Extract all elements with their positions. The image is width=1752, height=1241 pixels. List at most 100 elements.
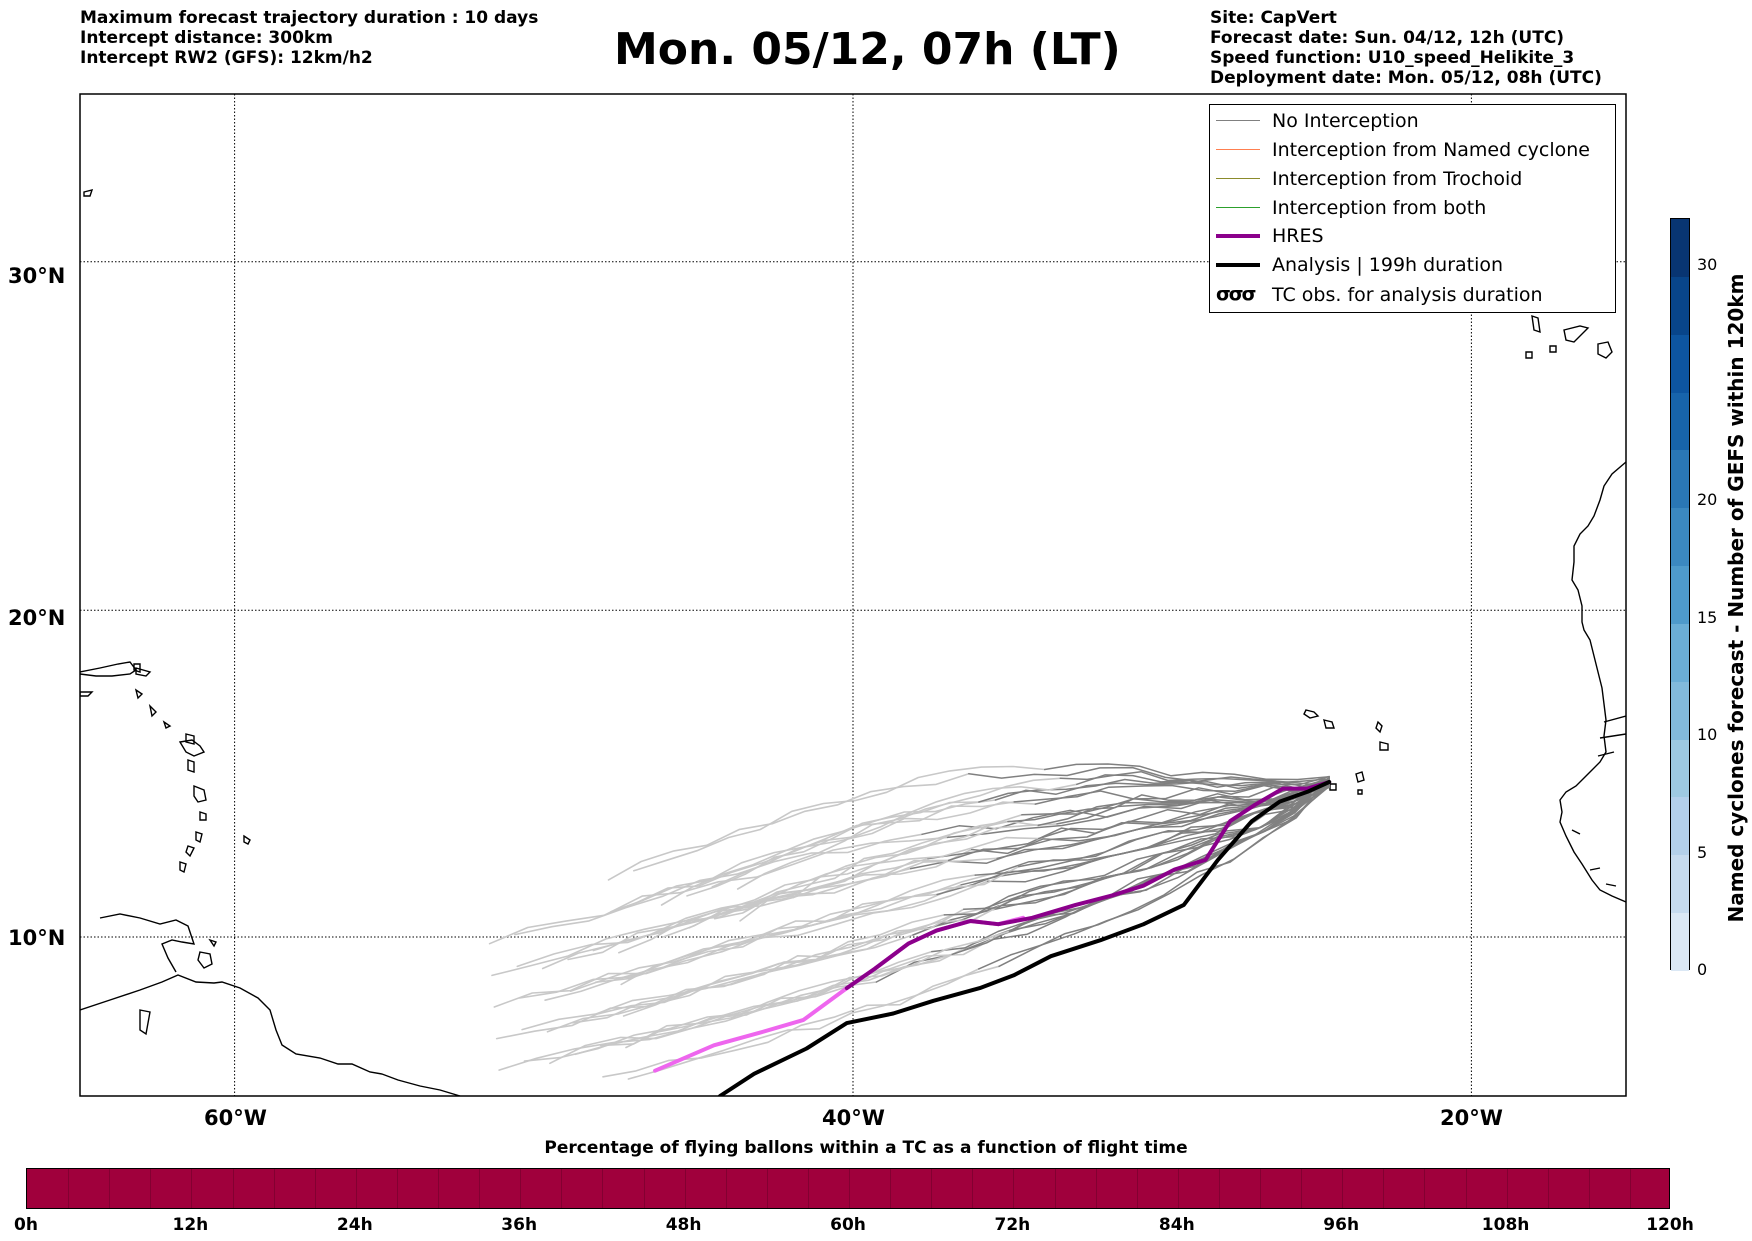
venezuela-peninsula [99,913,196,973]
legend-item-both: Interception from both [1210,194,1615,222]
speed-function-line: Speed function: U10_speed_Helikite_3 [1210,48,1575,68]
page-title: Mon. 05/12, 07h (LT) [614,24,1121,75]
colorbar-divider [314,1169,316,1208]
colorbar-divider [520,1169,522,1208]
member-track-late [488,836,949,945]
legend-item-trochoid: Interception from Trochoid [1210,165,1615,193]
colorbar-divider [684,1169,686,1208]
member-track-late [627,968,980,1080]
member-track-late [521,927,927,1031]
param-line: Maximum forecast trajectory duration : 1… [80,8,539,28]
colorbar-divider [1177,1169,1179,1208]
flight-time-tick-label: 24h [336,1215,373,1235]
island [179,861,187,874]
island [187,759,195,773]
island [178,739,206,757]
colorbar-divider [68,1169,70,1208]
canary-island [1531,314,1541,334]
named-cyclones-colorbar [1670,218,1690,971]
colorbar-divider [479,1169,481,1208]
colorbar-divider [931,1169,933,1208]
island [134,688,144,700]
cape-verde-island [1303,709,1320,719]
param-line: Intercept distance: 300km [80,28,333,48]
lat-label-30n: 30°N [8,264,66,288]
member-track-late [610,801,1037,913]
legend-swatch [1216,263,1260,267]
member-track-late [574,953,953,1056]
member-track-late [686,801,980,897]
puerto-rico-coast [135,667,152,677]
colorbar-segment [1671,913,1689,971]
africa-coast-islands [1571,715,1626,887]
legend-label: Interception from Named cyclone [1272,139,1590,161]
map-frame [79,93,1627,1097]
colorbar-divider [1301,1169,1303,1208]
colorbar-segment [1671,450,1689,509]
colorbar-divider [1054,1169,1056,1208]
legend-label: HRES [1272,225,1324,247]
member-track-late [660,799,997,906]
island [243,834,251,845]
colorbar-divider [1095,1169,1097,1208]
member-track-no-interception [1059,770,1330,787]
colorbar-segment [1671,276,1689,335]
island [162,720,172,729]
island [185,733,195,745]
colorbar-tick-label: 5 [1697,842,1708,862]
colorbar-segment [1671,739,1689,798]
legend-item-analysis: Analysis | 199h duration [1210,251,1615,279]
lat-label-20n: 20°N [8,606,66,630]
island [80,691,94,697]
small-island [83,189,94,197]
flight-time-tick-label: 12h [172,1215,209,1235]
tobago-coast [208,938,217,948]
forecast-params-block: Maximum forecast trajectory duration : 1… [80,8,538,68]
colorbar-tick-label: 10 [1697,725,1718,744]
colorbar-divider [1218,1169,1220,1208]
member-track-no-interception [943,783,1330,916]
colorbar-divider [150,1169,152,1208]
flight-time-tick-label: 60h [830,1215,866,1235]
colorbar-divider [1506,1169,1508,1208]
colorbar-segment [1671,855,1689,914]
member-track-late [567,859,950,961]
colorbar-divider [438,1169,439,1208]
member-track-late [618,836,1040,954]
island [139,1009,151,1036]
member-track-late [739,820,1009,922]
colorbar-divider [109,1169,111,1208]
legend-swatch [1216,120,1260,121]
colorbar-segment [1671,797,1689,856]
member-track-late [713,814,1023,920]
member-track-no-interception [1007,780,1330,823]
lon-label-40w: 40°W [822,1106,885,1130]
member-track-late [622,914,946,1017]
flight-time-tick-label: 0h [14,1215,38,1235]
colorbar-divider [972,1169,974,1208]
colorbar-tick-label: 20 [1697,490,1718,509]
member-track-no-interception [978,778,1330,970]
flight-time-colorbar-title: Percentage of flying ballons within a TC… [544,1138,1188,1158]
coastlines [80,189,1626,1096]
colorbar-divider [191,1169,193,1208]
legend-swatch [1216,149,1260,150]
member-track-no-interception [1021,777,1330,816]
flight-time-tick-label: 48h [665,1215,702,1235]
island [199,811,207,821]
flight-time-tick-label: 96h [1323,1215,1360,1235]
colorbar-divider [890,1169,892,1208]
colorbar-divider [766,1169,768,1208]
legend-item-tc-obs: σσσ TC obs. for analysis duration [1210,281,1615,309]
colorbar-divider [1342,1169,1344,1208]
legend-swatch [1216,178,1260,179]
flight-time-tick-label: 120h [1646,1215,1694,1235]
member-track-late [688,820,1040,929]
colorbar-segment [1671,508,1689,567]
colorbar-divider [1424,1169,1426,1208]
colorbar-divider [1136,1169,1138,1208]
forecast-trajectories [488,763,1332,1096]
colorbar-tick-label: 0 [1697,960,1708,979]
hres-track [844,780,1332,991]
member-track-late [625,930,1011,1049]
